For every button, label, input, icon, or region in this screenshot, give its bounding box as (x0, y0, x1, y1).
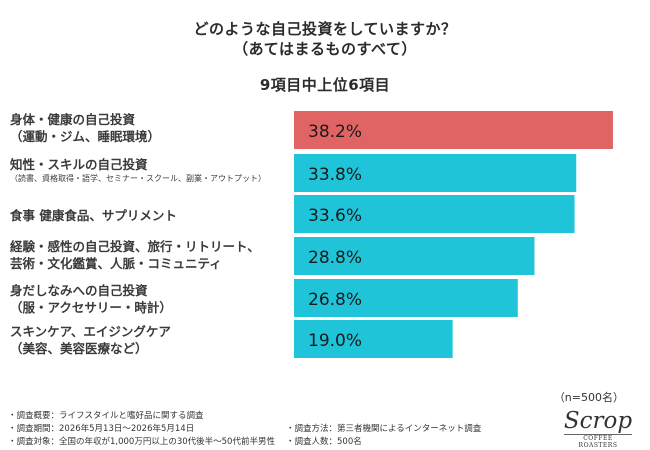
bar-6 (294, 320, 453, 358)
sample-size-note: （n=500名） (553, 391, 624, 404)
category-label-6: スキンケア、エイジングケア （美容、美容医療など） (10, 323, 171, 357)
chart-title-sub: （あてはまるものすべて） (233, 40, 417, 58)
category-label-5-line1: 身だしなみへの自己投資 (10, 283, 148, 298)
category-label-6-line2: （美容、美容医療など） (10, 341, 148, 356)
bar-2 (294, 154, 577, 192)
survey-count: ・調査人数：500名 (286, 437, 362, 447)
bar-1 (294, 111, 613, 149)
bar-5 (294, 279, 518, 317)
category-label-5-line2: （服・アクセサリー・時計） (10, 300, 172, 315)
category-label-4-line2: 芸術・文化鑑賞、人脈・コミュニティ (10, 256, 222, 271)
category-label-3-line1: 食事 健康食品、サプリメント (10, 208, 177, 223)
survey-overview: ・調査概要：ライフスタイルと嗜好品に関する調査 (8, 411, 204, 421)
category-label-4: 経験・感性の自己投資、旅行・リトリート、 芸術・文化鑑賞、人脈・コミュニティ (10, 238, 260, 272)
survey-method: ・調査方法：第三者機関によるインターネット調査 (286, 424, 482, 434)
bar-4 (294, 237, 535, 275)
category-label-1-line1: 身体・健康の自己投資 (10, 112, 136, 127)
category-label-3: 食事 健康食品、サプリメント (10, 207, 177, 224)
survey-period: ・調査期間：2026年5月13日～2026年5月14日 (8, 424, 195, 434)
survey-target: ・調査対象：全国の年収が1,000万円以上の30代後半～50代前半男性 (8, 437, 275, 447)
category-label-1-line2: （運動・ジム、睡眠環境） (10, 129, 161, 144)
category-label-2-line1: 知性・スキルの自己投資 (10, 157, 148, 172)
brand-logo-tagline: COFFEE ROASTERS (564, 434, 632, 449)
bar-3 (294, 195, 575, 233)
survey-footer-right: ・調査方法：第三者機関によるインターネット調査 ・調査人数：500名 (286, 423, 481, 449)
brand-logo: Scrop COFFEE ROASTERS (558, 408, 638, 450)
category-label-5: 身だしなみへの自己投資 （服・アクセサリー・時計） (10, 282, 172, 316)
chart-subtitle: 9項目中上位6項目 (259, 76, 391, 94)
survey-footer-left: ・調査概要：ライフスタイルと嗜好品に関する調査 ・調査期間：2026年5月13日… (8, 410, 275, 449)
bar-value-label-6: 19.0% (308, 331, 362, 351)
category-label-2: 知性・スキルの自己投資 （読書、資格取得・語学、セミナー・スクール、副業・アウト… (10, 156, 266, 185)
bar-value-label-5: 26.8% (308, 290, 362, 310)
category-label-1: 身体・健康の自己投資 （運動・ジム、睡眠環境） (10, 111, 160, 145)
category-label-4-line1: 経験・感性の自己投資、旅行・リトリート、 (10, 239, 260, 254)
chart-title: どのような自己投資をしていますか？ (193, 20, 457, 38)
category-label-2-note: （読書、資格取得・語学、セミナー・スクール、副業・アウトプット） (10, 174, 266, 183)
bar-value-label-4: 28.8% (308, 248, 362, 268)
brand-logo-name: Scrop (563, 408, 633, 434)
bar-value-label-1: 38.2% (308, 122, 362, 142)
bar-value-label-2: 33.8% (308, 165, 362, 185)
category-label-6-line1: スキンケア、エイジングケア (10, 324, 171, 339)
bar-value-label-3: 33.6% (308, 206, 362, 226)
